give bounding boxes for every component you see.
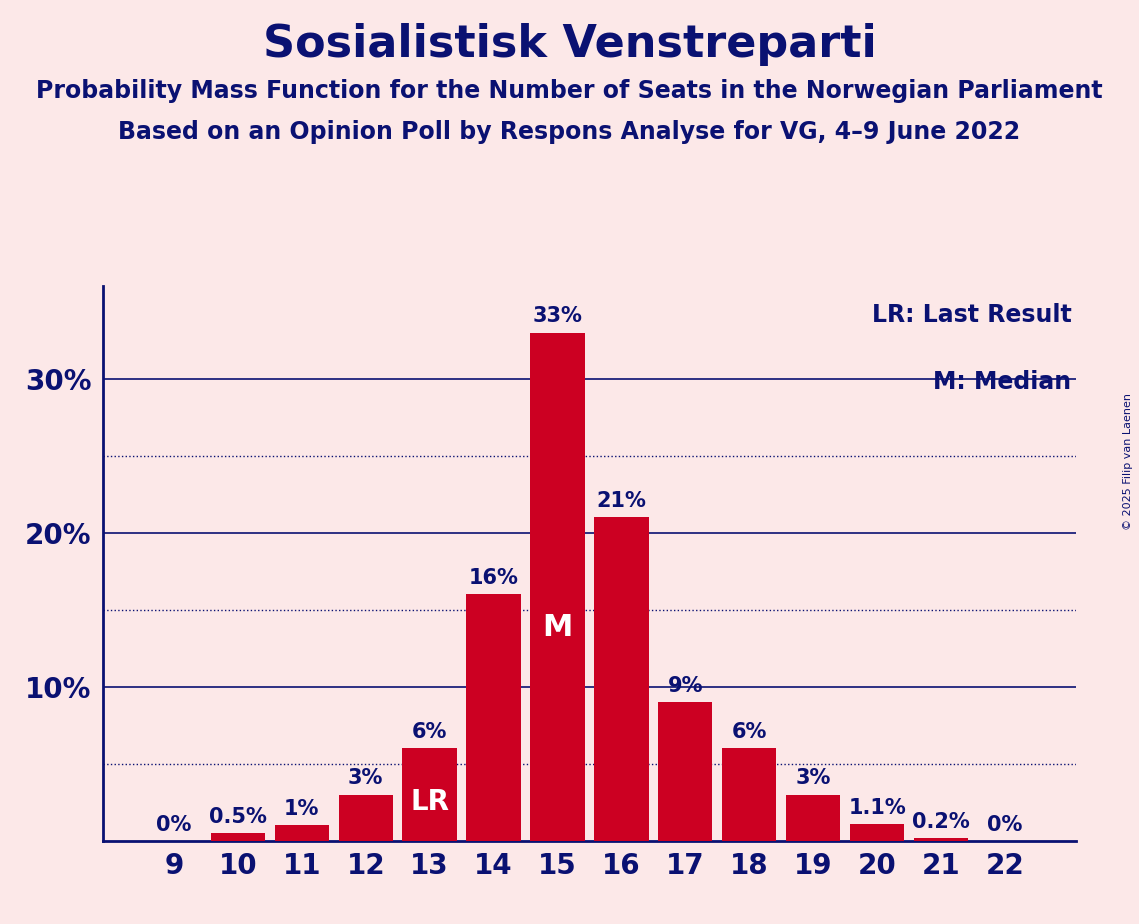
Bar xyxy=(531,333,584,841)
Text: M: Median: M: Median xyxy=(933,370,1072,394)
Text: 0.5%: 0.5% xyxy=(208,807,267,827)
Text: 1%: 1% xyxy=(284,799,319,820)
Text: 21%: 21% xyxy=(597,492,646,511)
Bar xyxy=(658,702,713,841)
Bar xyxy=(338,795,393,841)
Text: M: M xyxy=(542,613,573,642)
Bar xyxy=(722,748,777,841)
Bar xyxy=(595,517,648,841)
Bar xyxy=(850,824,904,841)
Text: 6%: 6% xyxy=(412,723,448,742)
Text: © 2025 Filip van Laenen: © 2025 Filip van Laenen xyxy=(1123,394,1133,530)
Text: 9%: 9% xyxy=(667,676,703,696)
Text: 33%: 33% xyxy=(533,307,582,326)
Bar xyxy=(211,833,265,841)
Text: 1.1%: 1.1% xyxy=(849,797,906,818)
Text: 0%: 0% xyxy=(156,815,191,834)
Text: Based on an Opinion Poll by Respons Analyse for VG, 4–9 June 2022: Based on an Opinion Poll by Respons Anal… xyxy=(118,120,1021,144)
Text: 3%: 3% xyxy=(349,769,384,788)
Text: 3%: 3% xyxy=(795,769,830,788)
Bar xyxy=(402,748,457,841)
Text: 0%: 0% xyxy=(988,815,1023,834)
Bar xyxy=(786,795,841,841)
Text: Sosialistisk Venstreparti: Sosialistisk Venstreparti xyxy=(263,23,876,67)
Text: 0.2%: 0.2% xyxy=(912,811,970,832)
Text: LR: Last Result: LR: Last Result xyxy=(871,303,1072,327)
Text: 6%: 6% xyxy=(731,723,767,742)
Bar xyxy=(274,825,329,841)
Bar xyxy=(913,838,968,841)
Text: 16%: 16% xyxy=(468,568,518,589)
Text: Probability Mass Function for the Number of Seats in the Norwegian Parliament: Probability Mass Function for the Number… xyxy=(36,79,1103,103)
Bar xyxy=(466,594,521,841)
Text: LR: LR xyxy=(410,788,449,816)
